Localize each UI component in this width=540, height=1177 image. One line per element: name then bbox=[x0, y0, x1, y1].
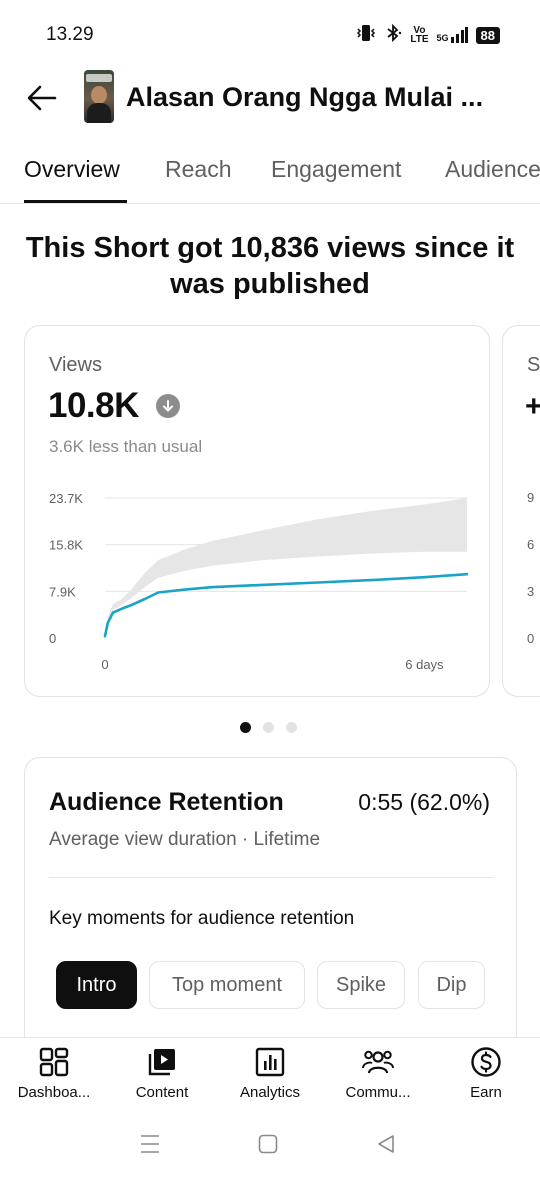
short-thumbnail bbox=[84, 70, 114, 123]
network-5g-label: 5G bbox=[436, 33, 449, 43]
audience-retention-card: Audience Retention 0:55 (62.0%) Average … bbox=[24, 757, 517, 1057]
carousel-dots bbox=[240, 722, 297, 733]
tab-overview[interactable]: Overview bbox=[24, 156, 120, 182]
active-tab-indicator bbox=[24, 200, 127, 203]
y-tick-label: 15.8K bbox=[49, 538, 83, 553]
chip-top-moment[interactable]: Top moment bbox=[149, 961, 305, 1009]
recents-button[interactable] bbox=[140, 1133, 160, 1160]
vibrate-icon bbox=[356, 24, 376, 46]
peek-tick: 3 bbox=[527, 584, 535, 599]
app-header: Alasan Orang Ngga Mulai ... bbox=[0, 66, 540, 128]
nav-label: Earn bbox=[470, 1084, 502, 1101]
nav-item-earn[interactable]: Earn bbox=[432, 1038, 540, 1112]
arrow-down-icon bbox=[156, 394, 180, 418]
summary-headline: This Short got 10,836 views since it was… bbox=[25, 232, 515, 300]
chip-dip[interactable]: Dip bbox=[418, 961, 485, 1009]
tab-audience[interactable]: Audience bbox=[445, 156, 540, 182]
triangle-back-icon bbox=[378, 1135, 394, 1153]
key-moments-label: Key moments for audience retention bbox=[49, 908, 355, 929]
status-bar: 13.29 Vo LTE 5G 88 bbox=[0, 0, 540, 64]
divider bbox=[49, 877, 493, 878]
carousel-dot[interactable] bbox=[286, 722, 297, 733]
bluetooth-icon bbox=[384, 23, 402, 46]
chip-intro[interactable]: Intro bbox=[56, 961, 137, 1009]
nav-item-analytics[interactable]: Analytics bbox=[216, 1038, 324, 1112]
home-button[interactable] bbox=[258, 1133, 278, 1160]
arrow-left-icon bbox=[27, 85, 57, 111]
signal-icon: 5G bbox=[437, 27, 468, 43]
volte-bottom: LTE bbox=[410, 34, 429, 45]
x-tick-label: 0 bbox=[101, 657, 108, 672]
peek-card-value: + bbox=[525, 390, 540, 424]
nav-item-community[interactable]: Commu... bbox=[324, 1038, 432, 1112]
back-system-button[interactable] bbox=[376, 1133, 396, 1160]
peek-tick: 6 bbox=[527, 537, 535, 552]
peek-tick: 9 bbox=[527, 490, 535, 505]
page-title: Alasan Orang Ngga Mulai ... bbox=[126, 82, 484, 112]
nav-label: Commu... bbox=[345, 1084, 411, 1101]
retention-title: Audience Retention bbox=[49, 788, 284, 816]
views-label: Views bbox=[49, 354, 102, 376]
retention-value: 0:55 (62.0%) bbox=[358, 789, 490, 815]
nav-label: Analytics bbox=[239, 1084, 301, 1101]
status-icons: Vo LTE 5G 88 bbox=[356, 23, 500, 46]
tab-bar: Overview Reach Engagement Audience bbox=[0, 140, 540, 204]
next-card-peek[interactable]: S + 9 6 3 0 bbox=[502, 325, 540, 697]
peek-card-label: S bbox=[527, 354, 540, 376]
views-value: 10.8K bbox=[48, 386, 139, 425]
tab-reach[interactable]: Reach bbox=[165, 156, 232, 182]
views-series-line bbox=[103, 572, 469, 638]
nav-label: Dashboa... bbox=[17, 1084, 91, 1101]
retention-subtitle: Average view duration · Lifetime bbox=[49, 829, 321, 850]
y-tick-label: 23.7K bbox=[49, 491, 83, 506]
views-comparison: 3.6K less than usual bbox=[49, 437, 203, 456]
system-nav-bar bbox=[0, 1111, 540, 1177]
content-icon bbox=[148, 1049, 175, 1076]
dashboard-icon bbox=[39, 1047, 69, 1077]
typical-range-band bbox=[105, 498, 467, 637]
chip-spike[interactable]: Spike bbox=[317, 961, 405, 1009]
tab-engagement[interactable]: Engagement bbox=[271, 156, 402, 182]
menu-lines-icon bbox=[141, 1135, 159, 1153]
peek-tick: 0 bbox=[527, 631, 535, 646]
views-chart: 23.7K 15.8K 7.9K 0 0 6 days bbox=[49, 491, 469, 672]
carousel-dot[interactable] bbox=[240, 722, 251, 733]
y-tick-label: 7.9K bbox=[49, 584, 76, 599]
back-button[interactable] bbox=[24, 80, 60, 116]
x-tick-label: 6 days bbox=[405, 657, 444, 672]
volte-top: Vo bbox=[413, 25, 426, 36]
nav-item-content[interactable]: Content bbox=[108, 1038, 216, 1112]
bottom-nav: Dashboa... Content Analytics Commu... bbox=[0, 1037, 540, 1111]
views-card[interactable]: Views 10.8K 3.6K less than usual 23.7K 15… bbox=[24, 325, 490, 697]
volte-indicator: Vo LTE bbox=[410, 25, 429, 45]
earn-icon bbox=[471, 1047, 501, 1077]
square-home-icon bbox=[258, 1134, 278, 1154]
y-tick-label: 0 bbox=[49, 631, 56, 646]
community-icon bbox=[362, 1050, 394, 1074]
analytics-icon bbox=[255, 1047, 285, 1077]
nav-label: Content bbox=[135, 1084, 189, 1101]
battery-indicator: 88 bbox=[475, 26, 500, 44]
status-time: 13.29 bbox=[46, 24, 94, 45]
carousel-dot[interactable] bbox=[263, 722, 274, 733]
nav-item-dashboard[interactable]: Dashboa... bbox=[0, 1038, 108, 1112]
